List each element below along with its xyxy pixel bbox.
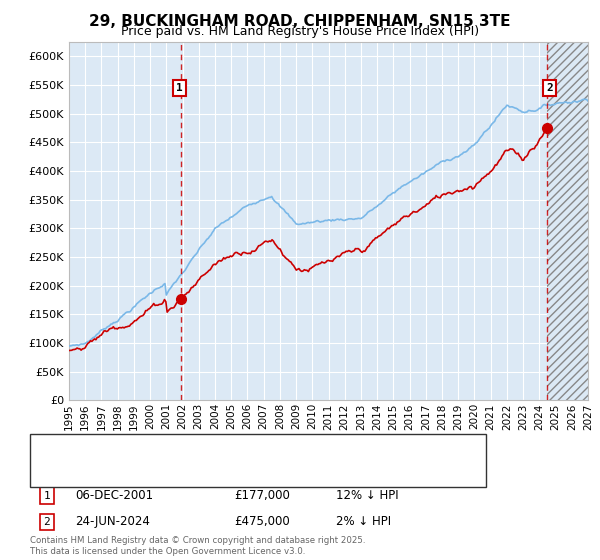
Text: HPI: Average price, detached house, Wiltshire: HPI: Average price, detached house, Wilt… — [90, 464, 329, 474]
Text: 24-JUN-2024: 24-JUN-2024 — [75, 515, 150, 529]
Text: Contains HM Land Registry data © Crown copyright and database right 2025.
This d: Contains HM Land Registry data © Crown c… — [30, 536, 365, 556]
Text: 2% ↓ HPI: 2% ↓ HPI — [336, 515, 391, 529]
Text: ——: —— — [51, 461, 78, 476]
Text: £177,000: £177,000 — [234, 489, 290, 502]
Bar — [547, 42, 588, 400]
Text: 06-DEC-2001: 06-DEC-2001 — [75, 489, 153, 502]
Text: ——: —— — [51, 439, 78, 454]
Text: 1: 1 — [43, 491, 50, 501]
Text: 29, BUCKINGHAM ROAD, CHIPPENHAM, SN15 3TE: 29, BUCKINGHAM ROAD, CHIPPENHAM, SN15 3T… — [89, 14, 511, 29]
Text: 1: 1 — [176, 83, 183, 93]
Text: Price paid vs. HM Land Registry's House Price Index (HPI): Price paid vs. HM Land Registry's House … — [121, 25, 479, 38]
Text: 2: 2 — [43, 517, 50, 527]
Text: 29, BUCKINGHAM ROAD, CHIPPENHAM, SN15 3TE (detached house): 29, BUCKINGHAM ROAD, CHIPPENHAM, SN15 3T… — [90, 441, 442, 451]
Text: 12% ↓ HPI: 12% ↓ HPI — [336, 489, 398, 502]
Text: 2: 2 — [546, 83, 553, 93]
Text: £475,000: £475,000 — [234, 515, 290, 529]
